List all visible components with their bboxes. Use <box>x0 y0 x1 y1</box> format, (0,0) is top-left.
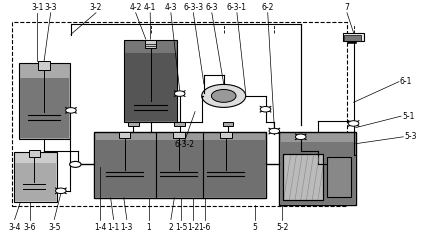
Text: 1-5: 1-5 <box>175 223 187 232</box>
Bar <box>124 40 178 122</box>
Text: 1-3: 1-3 <box>120 223 133 232</box>
Bar <box>327 157 351 196</box>
Circle shape <box>70 161 81 167</box>
Bar <box>128 122 139 127</box>
Text: 4-3: 4-3 <box>165 3 177 12</box>
Bar <box>283 154 323 200</box>
Bar <box>145 40 156 48</box>
Text: 3-2: 3-2 <box>90 3 102 12</box>
Text: 3-4: 3-4 <box>8 223 21 232</box>
Text: 5-1: 5-1 <box>402 112 414 121</box>
Bar <box>342 33 364 41</box>
Text: 5-2: 5-2 <box>276 223 288 232</box>
Bar <box>346 41 356 43</box>
Bar <box>344 35 361 41</box>
Text: 1-4: 1-4 <box>94 223 107 232</box>
Bar <box>95 140 264 196</box>
Text: 3-3: 3-3 <box>44 3 57 12</box>
Circle shape <box>211 90 236 102</box>
Bar <box>20 78 69 138</box>
Circle shape <box>202 84 246 107</box>
Text: 1: 1 <box>147 223 151 232</box>
Text: 6-2: 6-2 <box>261 3 274 12</box>
Bar <box>283 154 323 200</box>
Circle shape <box>260 106 271 112</box>
Text: 6-1: 6-1 <box>400 77 412 86</box>
Text: 3-1: 3-1 <box>31 3 44 12</box>
Bar <box>12 22 347 206</box>
Text: 3-5: 3-5 <box>48 223 60 232</box>
Text: 1-6: 1-6 <box>198 223 211 232</box>
Circle shape <box>55 188 66 194</box>
Bar <box>94 132 265 198</box>
Text: 6-3-2: 6-3-2 <box>174 140 194 149</box>
Bar <box>29 150 40 157</box>
Text: 5: 5 <box>252 223 257 232</box>
Text: 4-1: 4-1 <box>144 3 156 12</box>
Text: 1-2: 1-2 <box>187 223 199 232</box>
Text: 6-3-3: 6-3-3 <box>183 3 203 12</box>
Bar <box>15 163 56 201</box>
Text: 4-2: 4-2 <box>129 3 142 12</box>
Circle shape <box>269 128 280 134</box>
Circle shape <box>295 134 306 140</box>
Circle shape <box>348 121 359 126</box>
Text: 6-3-1: 6-3-1 <box>227 3 247 12</box>
Bar <box>14 152 57 202</box>
Circle shape <box>175 91 185 96</box>
Bar <box>19 63 70 139</box>
Text: 6-3: 6-3 <box>206 3 218 12</box>
Bar <box>119 132 130 138</box>
Bar <box>173 132 185 138</box>
Text: 7: 7 <box>345 3 350 12</box>
Text: 2: 2 <box>168 223 173 232</box>
Bar <box>124 53 177 121</box>
Text: 5-3: 5-3 <box>404 132 417 141</box>
Circle shape <box>66 108 76 113</box>
Text: 1-1: 1-1 <box>108 223 120 232</box>
Text: 3-6: 3-6 <box>24 223 36 232</box>
Bar <box>223 122 233 127</box>
Bar <box>280 142 355 204</box>
Bar <box>38 61 50 70</box>
Bar <box>279 132 356 205</box>
Bar <box>175 122 185 127</box>
Bar <box>220 132 232 138</box>
